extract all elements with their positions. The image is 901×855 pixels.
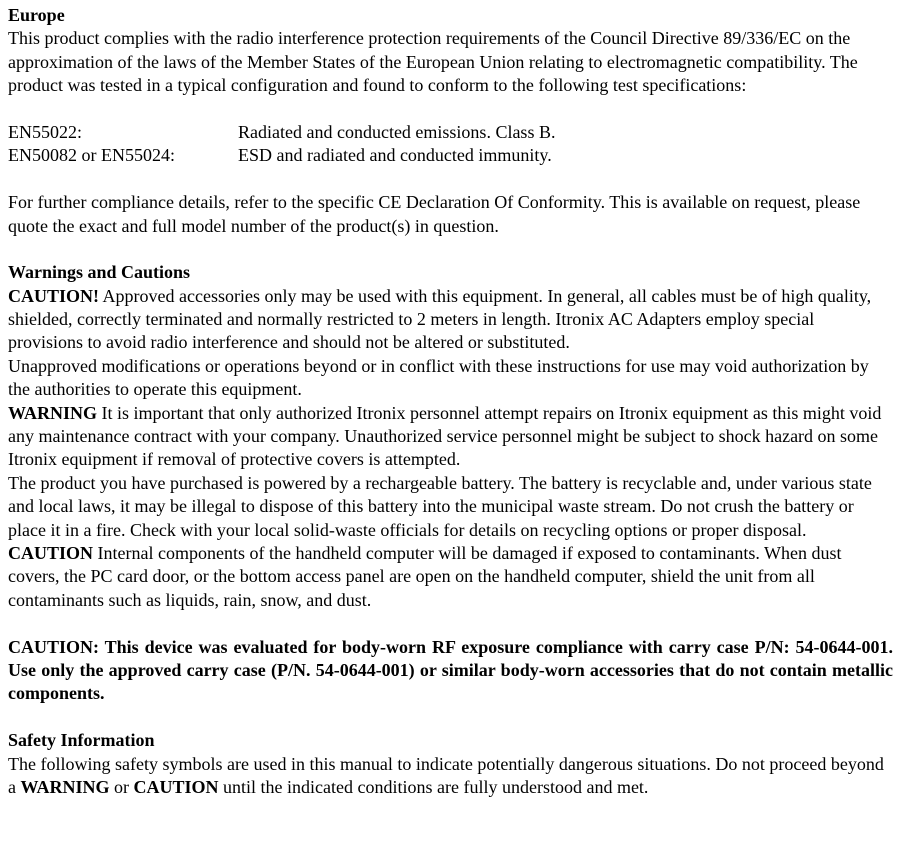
europe-intro: This product complies with the radio int…: [8, 27, 893, 97]
warnings-heading: Warnings and Cautions: [8, 261, 893, 284]
caution-accessories: CAUTION! Approved accessories only may b…: [8, 285, 893, 355]
safety-intro-post: until the indicated conditions are fully…: [219, 777, 649, 797]
spacer: [8, 612, 893, 635]
safety-intro-mid: or: [110, 777, 134, 797]
caution-text: Approved accessories only may be used wi…: [8, 286, 871, 353]
caution-text: Internal components of the handheld comp…: [8, 543, 841, 610]
spacer: [8, 168, 893, 191]
spacer: [8, 706, 893, 729]
spec-row: EN50082 or EN55024: ESD and radiated and…: [8, 144, 555, 167]
caution-word: CAUTION: [134, 777, 219, 797]
caution-label: CAUTION!: [8, 286, 99, 306]
rf-exposure-caution: CAUTION: This device was evaluated for b…: [8, 636, 893, 706]
warning-label: WARNING: [8, 403, 97, 423]
spec-table: EN55022: Radiated and conducted emission…: [8, 121, 555, 168]
warning-text: It is important that only authorized Itr…: [8, 403, 881, 470]
warning-repairs: WARNING It is important that only author…: [8, 402, 893, 472]
spec-value: Radiated and conducted emissions. Class …: [238, 121, 555, 144]
safety-heading: Safety Information: [8, 729, 893, 752]
spec-label: EN55022:: [8, 121, 238, 144]
caution-contaminants: CAUTION Internal components of the handh…: [8, 542, 893, 612]
safety-intro: The following safety symbols are used in…: [8, 753, 893, 800]
spacer: [8, 98, 893, 121]
spacer: [8, 238, 893, 261]
caution-modifications: Unapproved modifications or operations b…: [8, 355, 893, 402]
battery-notice: The product you have purchased is powere…: [8, 472, 893, 542]
europe-footer: For further compliance details, refer to…: [8, 191, 893, 238]
europe-heading: Europe: [8, 4, 893, 27]
spec-label: EN50082 or EN55024:: [8, 144, 238, 167]
warning-word: WARNING: [21, 777, 110, 797]
caution-label: CAUTION: [8, 543, 93, 563]
spec-row: EN55022: Radiated and conducted emission…: [8, 121, 555, 144]
spec-value: ESD and radiated and conducted immunity.: [238, 144, 555, 167]
